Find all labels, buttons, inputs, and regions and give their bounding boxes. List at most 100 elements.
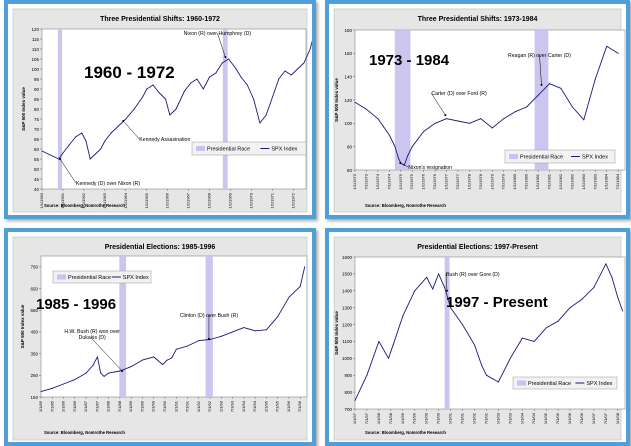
spx-index-point	[303, 62, 305, 64]
x-tick-label: 7/1/05	[555, 412, 560, 424]
spx-index-point	[309, 48, 311, 50]
spx-index-point	[158, 92, 160, 94]
x-tick-label: 1/1/1962	[81, 192, 86, 208]
x-tick-label: 1/1/1970	[249, 192, 254, 208]
y-tick-label: 45	[34, 177, 40, 182]
source-footnote: Source: Bloomberg, Nomrothe Research	[365, 203, 446, 208]
plot-area	[41, 28, 307, 190]
y-axis-label: S&P 500 Index value	[20, 304, 25, 348]
presidential-race-band	[222, 29, 228, 189]
spx-index-point	[104, 140, 106, 142]
spx-index-point	[617, 297, 619, 299]
spx-index-point	[246, 84, 248, 86]
chart-panel-1960-1972: Three Presidential Shifts: 1960-1972 40 45…	[4, 0, 316, 219]
annotation-leader	[445, 273, 448, 291]
annotation-marker	[59, 158, 62, 160]
x-tick-label: 7/1/97	[364, 412, 369, 424]
spx-index-point	[141, 359, 143, 361]
annotation-label: Kennedy Assasination	[139, 137, 190, 143]
x-tick-label: 7/1/95	[275, 400, 280, 412]
y-tick-label: 1400	[342, 289, 353, 294]
x-tick-label: 7/1/96	[297, 400, 302, 412]
x-tick-label: 7/1/1977	[455, 173, 460, 189]
x-tick-label: 1/1/1972	[290, 192, 295, 208]
spx-index-point	[259, 122, 261, 124]
x-tick-label: 1/1/1983	[581, 173, 586, 189]
spx-index-point	[354, 400, 356, 402]
spx-index-point	[265, 114, 267, 116]
y-tick-label: 800	[344, 390, 352, 395]
spx-index-point	[110, 132, 112, 134]
y-tick-label: 180	[344, 28, 352, 33]
spx-index-point	[165, 98, 167, 100]
spx-index-point	[89, 158, 91, 160]
y-tick-label: 1200	[342, 322, 353, 327]
spx-index-point	[526, 106, 528, 108]
spx-index-point	[162, 363, 164, 365]
x-tick-label: 1/1/1968	[207, 192, 212, 208]
x-tick-label: 7/1/1979	[501, 173, 506, 189]
spx-index-point	[271, 96, 273, 98]
spx-index-point	[537, 94, 539, 96]
spx-index-point	[457, 120, 459, 122]
legend-label-spx-index: SPX Index	[271, 147, 297, 153]
spx-index-point	[480, 118, 482, 120]
spx-index-point	[68, 144, 70, 146]
y-tick-label: 75	[34, 117, 40, 122]
spx-index-point	[96, 356, 98, 358]
spx-index-point	[365, 108, 367, 110]
x-tick-label: 1/1/1961	[60, 192, 65, 208]
spx-index-point	[622, 310, 624, 312]
x-tick-label: 7/1/93	[230, 400, 235, 412]
spx-index-point	[450, 307, 452, 309]
x-tick-label: 1/1/1977	[444, 173, 449, 189]
spx-index-point	[130, 366, 132, 368]
spx-index-point	[41, 150, 43, 152]
spx-index-point	[593, 286, 595, 288]
y-tick-label: 140	[344, 74, 352, 79]
x-tick-label: 7/1/94	[252, 400, 257, 412]
x-tick-label: 1/1/91	[173, 400, 178, 412]
spx-index-point	[166, 359, 168, 361]
annotation-leader	[539, 54, 542, 85]
spx-index-point	[571, 106, 573, 108]
spx-index-point	[108, 372, 110, 374]
y-tick-label: 120	[31, 27, 39, 32]
spx-index-point	[481, 364, 483, 366]
spx-index-point	[434, 122, 436, 124]
annotation-label: H.W. Bush (R) won over Dukakis (D)	[64, 329, 120, 341]
spx-index-point	[407, 155, 409, 157]
spx-index-point	[491, 127, 493, 129]
x-tick-label: 1/1/1974	[375, 173, 380, 189]
chart-svg: Presidential Elections: 1997-Present 700 8…	[333, 236, 626, 441]
presidential-race-band	[394, 30, 411, 170]
annotation-marker	[445, 289, 448, 292]
x-tick-label: 7/1/1981	[546, 173, 551, 189]
spx-index-point	[253, 98, 255, 100]
chart-title: Three Presidential Shifts: 1960-1972	[100, 16, 220, 23]
y-tick-label: 90	[34, 87, 40, 92]
x-tick-label: 1/1/88	[106, 400, 111, 412]
x-tick-label: 1/1/1981	[535, 173, 540, 189]
x-tick-label: 1/1/95	[263, 400, 268, 412]
chart-svg: Three Presidential Shifts: 1973-1984 60 80…	[333, 8, 626, 213]
spx-index-point	[278, 78, 280, 80]
y-tick-label: 1100	[342, 339, 352, 344]
spx-index-point	[414, 290, 416, 292]
spx-index-point	[473, 344, 475, 346]
spx-index-point	[265, 329, 267, 331]
y-tick-label: 80	[347, 144, 353, 149]
y-tick-label: 60	[34, 147, 40, 152]
y-tick-label: 65	[34, 137, 40, 142]
spx-index-point	[133, 108, 135, 110]
annotation-label: Clinton (D) over Bush (R)	[180, 313, 239, 319]
y-tick-label: 100	[344, 121, 352, 126]
y-tick-label: 40	[34, 187, 40, 192]
y-tick-label: 55	[34, 157, 40, 162]
legend-label-presidential-race: Presidential Race	[207, 147, 250, 153]
x-tick-label: 1/1/93	[218, 400, 223, 412]
annotation-marker	[444, 114, 447, 117]
chart-title: Presidential Elections: 1985-1996	[105, 244, 216, 251]
x-tick-label: 1/1/85	[38, 400, 43, 412]
chart-title: Three Presidential Shifts: 1973-1984	[418, 16, 538, 23]
